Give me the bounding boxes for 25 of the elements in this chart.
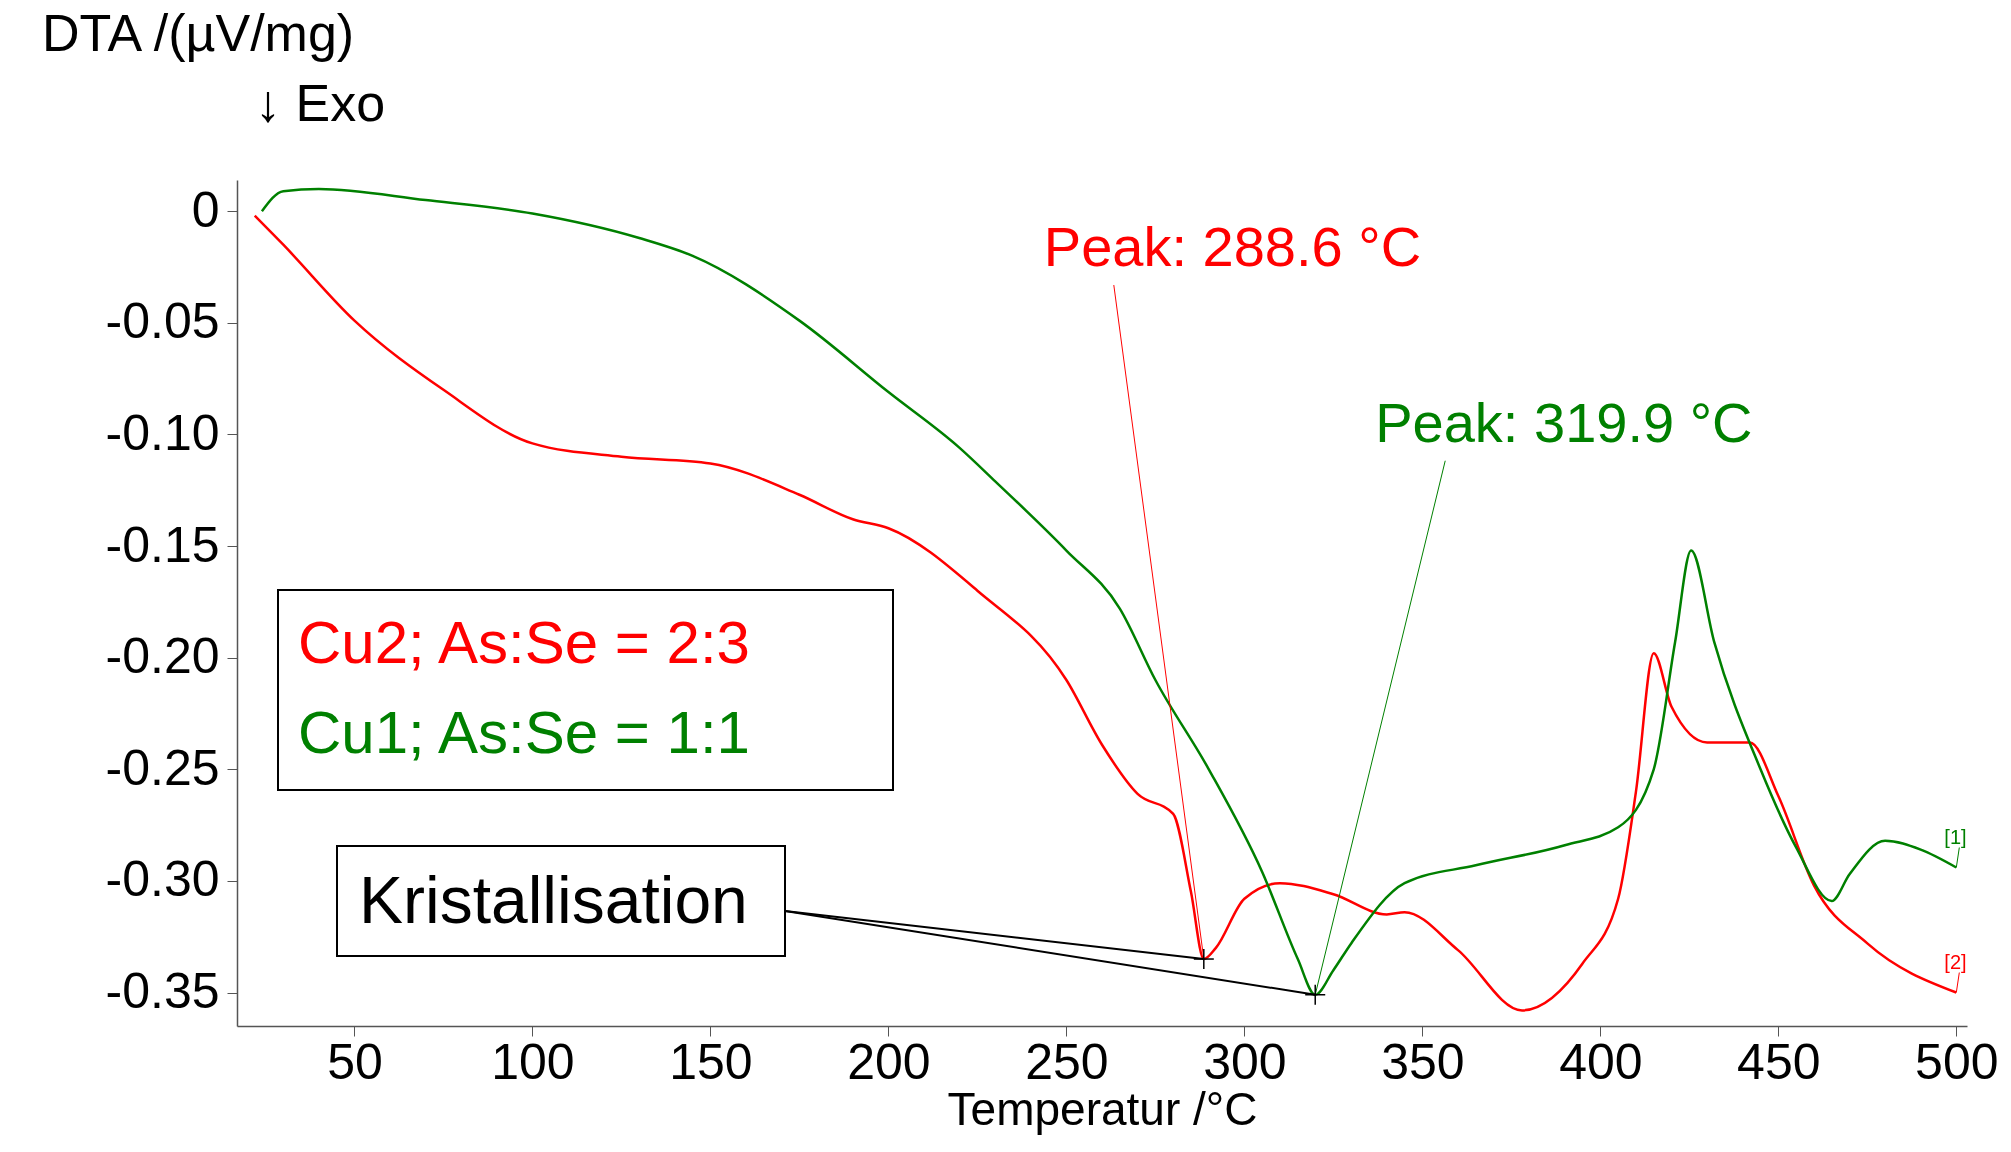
annotation: Kristallisation	[359, 863, 748, 937]
x-tick-label: 50	[327, 1033, 383, 1090]
x-tick-label: 350	[1381, 1033, 1465, 1090]
y-tick-label: 0	[191, 181, 220, 238]
y-tick-label: -0.25	[105, 739, 220, 796]
x-tick-label: 500	[1915, 1033, 1999, 1090]
text: ↓ Exo	[255, 74, 386, 132]
annotation: Peak: 288.6 °C	[1043, 215, 1422, 279]
y-tick-label: -0.15	[105, 516, 220, 573]
text: Cu2; As:Se = 2:3	[298, 609, 750, 676]
y-tick-label: -0.35	[105, 963, 220, 1020]
y-tick-label: -0.30	[105, 851, 220, 908]
x-tick-label: 450	[1737, 1033, 1821, 1090]
text: Cu1; As:Se = 1:1	[298, 699, 750, 766]
x-tick-label: 400	[1559, 1033, 1643, 1090]
x-tick-label: 100	[491, 1033, 575, 1090]
y-tick-label: -0.05	[105, 293, 220, 350]
annotation: [2]	[1944, 950, 1967, 973]
y-tick-label: -0.10	[105, 404, 220, 461]
y-axis-title: DTA /(µV/mg)	[42, 4, 355, 62]
annotation: Peak: 319.9 °C	[1375, 390, 1753, 454]
x-tick-label: 150	[669, 1033, 753, 1090]
annotation: [1]	[1944, 825, 1967, 848]
y-tick-label: -0.20	[105, 628, 220, 685]
x-tick-label: 200	[847, 1033, 931, 1090]
